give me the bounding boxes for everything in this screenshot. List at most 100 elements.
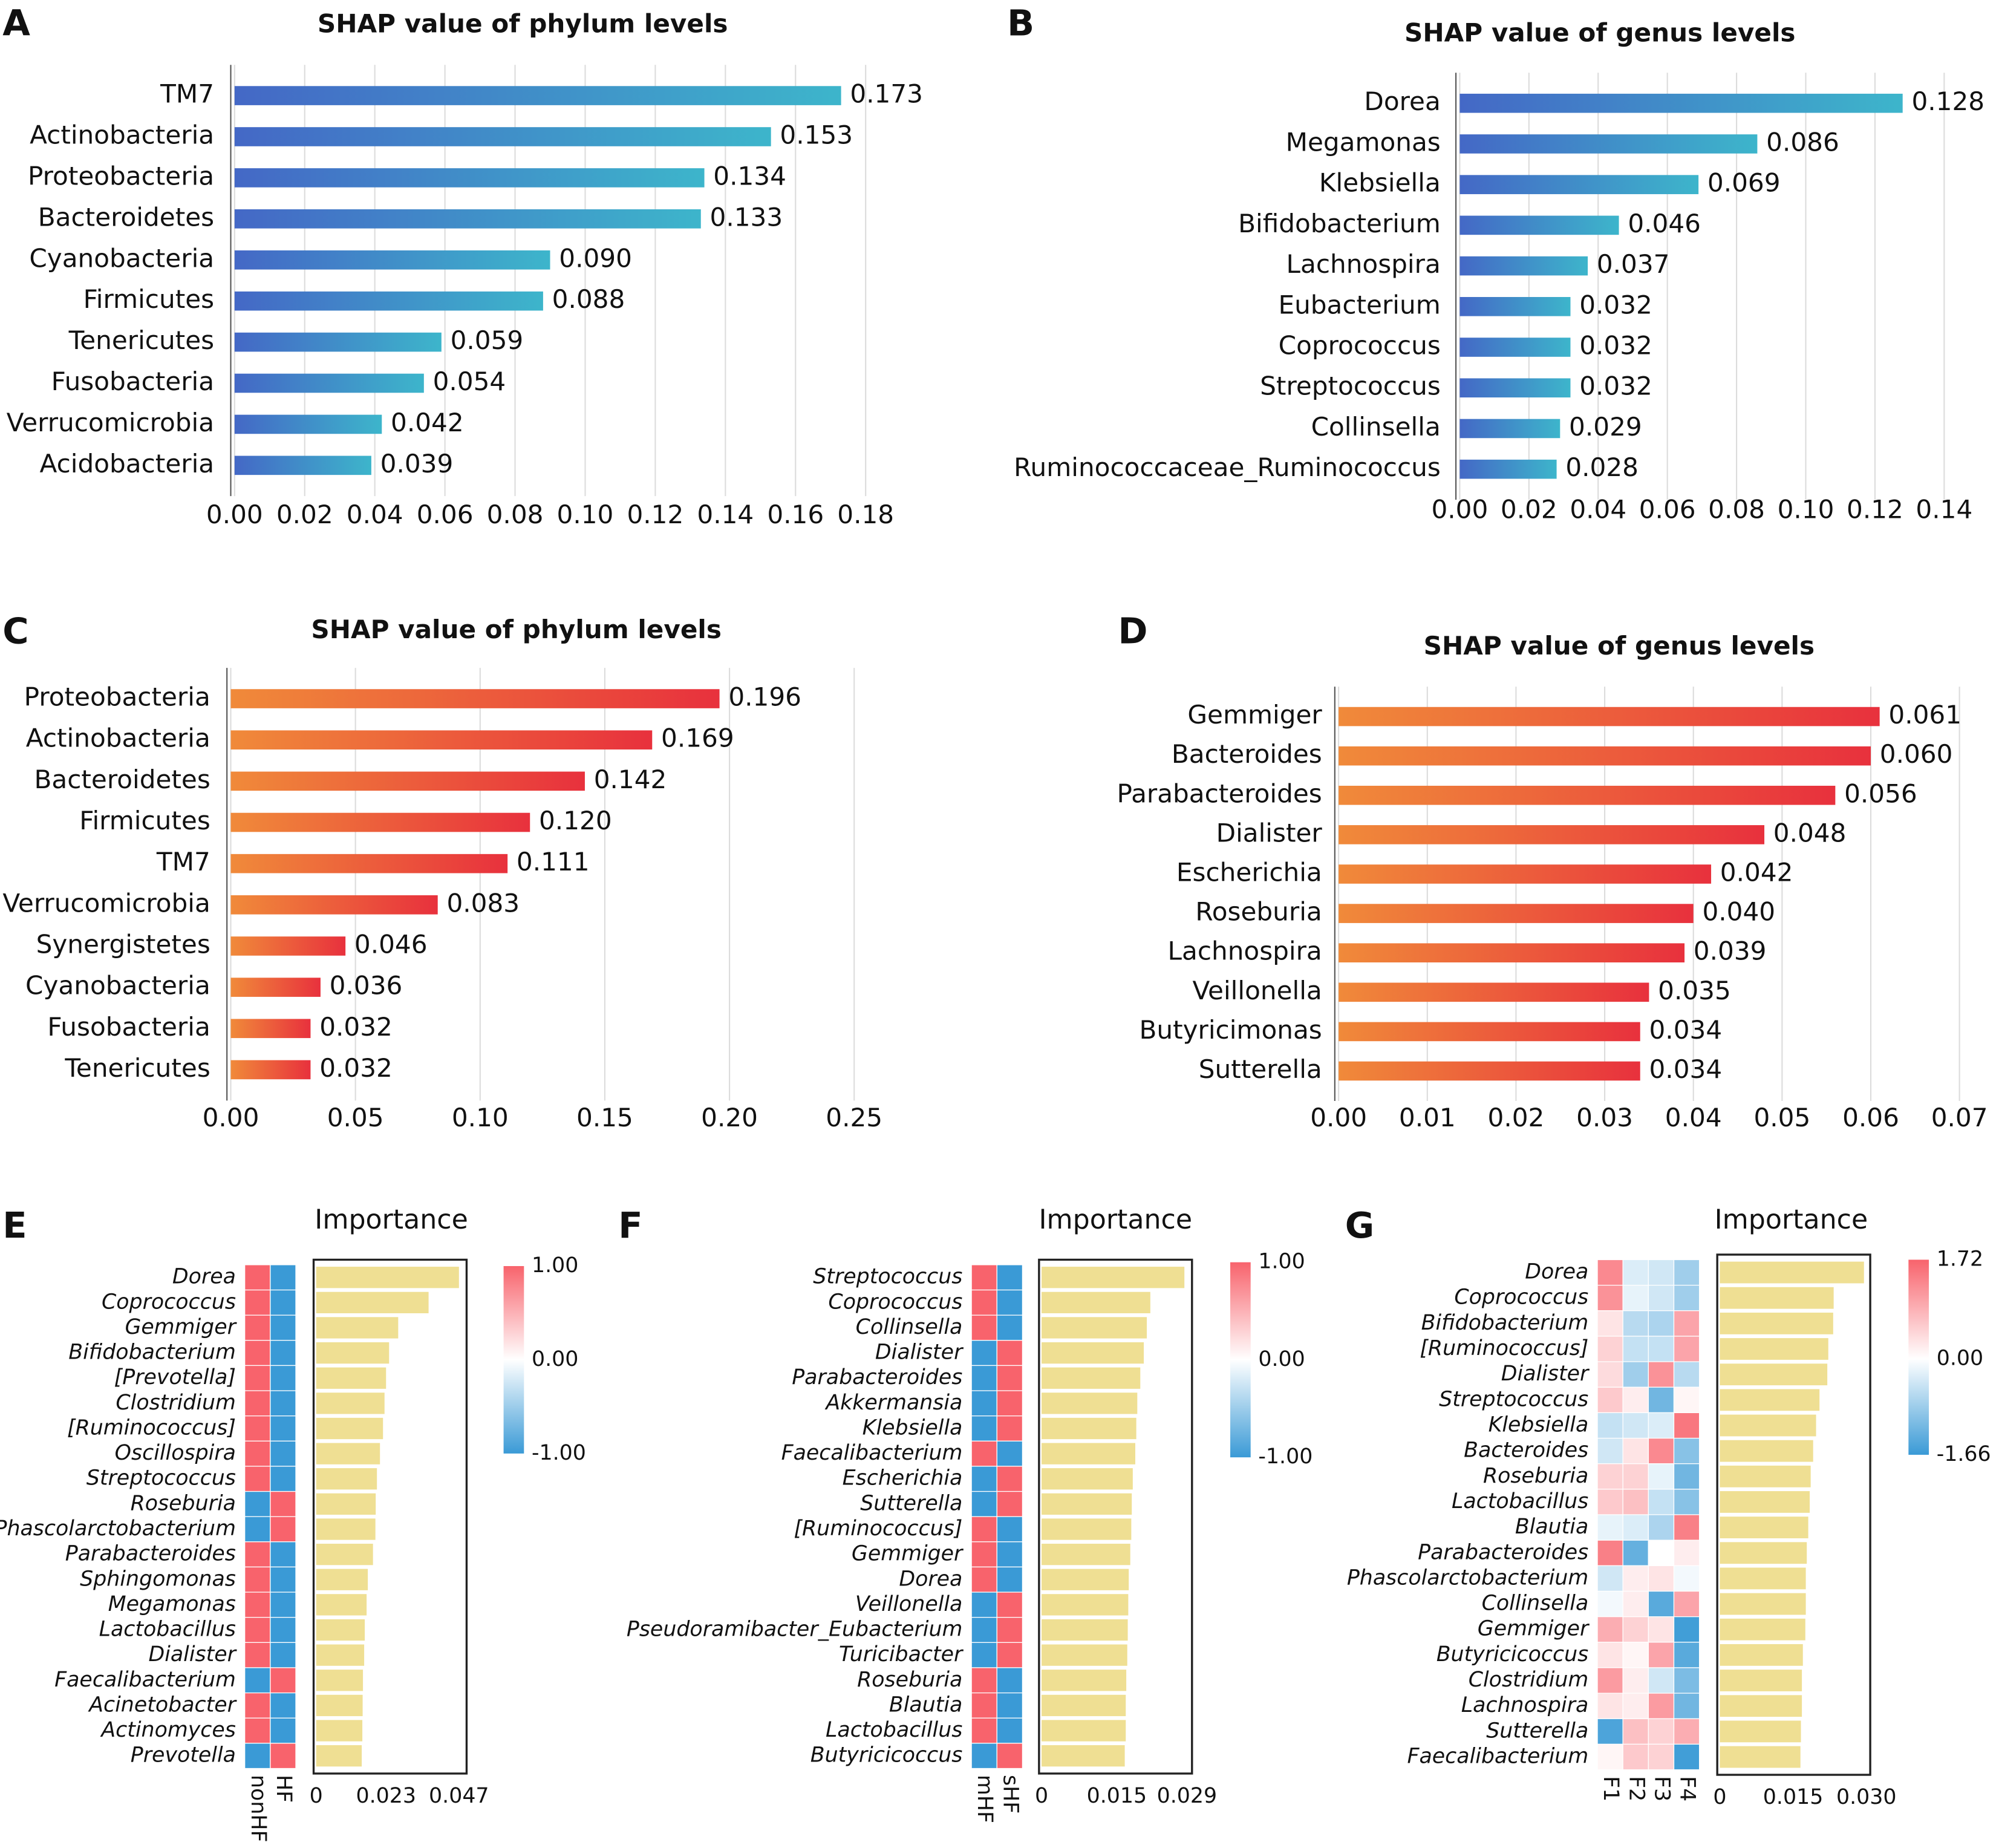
heat-cell	[1597, 1693, 1623, 1719]
column-label: HF	[272, 1775, 296, 1803]
heat-cell	[1648, 1437, 1675, 1464]
heat-cell	[1597, 1565, 1623, 1592]
row-label: Acinetobacter	[88, 1693, 237, 1717]
heat-cell	[1648, 1259, 1675, 1286]
chart-title: Importance	[1715, 1204, 1868, 1235]
bar	[1339, 825, 1765, 844]
row-label: Parabacteroides	[65, 1542, 236, 1566]
heat-cell	[1597, 1284, 1623, 1311]
heat-cell	[1673, 1642, 1700, 1668]
heat-cell	[996, 1365, 1023, 1391]
importance-bar	[1042, 1367, 1141, 1389]
importance-bar	[1042, 1619, 1128, 1641]
importance-bar	[316, 1619, 365, 1641]
row-label: Dorea	[1525, 1260, 1588, 1284]
x-tick-label: 0.12	[627, 500, 683, 529]
heat-cell	[1673, 1310, 1700, 1337]
heat-cell	[270, 1566, 296, 1593]
x-tick-label: 0.18	[837, 500, 894, 529]
bar	[234, 414, 382, 434]
row-label: Actinomyces	[100, 1718, 236, 1742]
category-label: Bacteroidetes	[38, 202, 214, 232]
category-label: Escherichia	[1176, 857, 1322, 887]
importance-bar	[316, 1670, 364, 1691]
value-label: 0.054	[433, 367, 506, 396]
category-label: Veillonella	[1192, 976, 1322, 1005]
value-label: 0.120	[539, 806, 612, 835]
bar	[234, 250, 550, 270]
bar	[230, 1019, 311, 1039]
x-tick-label: 0.023	[356, 1784, 416, 1808]
category-label: Verrucomicrobia	[2, 888, 210, 918]
heat-cell	[996, 1617, 1023, 1643]
heat-cell	[244, 1365, 271, 1391]
chart-title: Importance	[1039, 1204, 1193, 1235]
category-label: Tenericutes	[64, 1053, 210, 1083]
bar	[1459, 459, 1557, 479]
x-tick-label: 0.08	[1708, 495, 1765, 524]
x-tick-label: 0.02	[1488, 1103, 1545, 1132]
heat-cell	[244, 1440, 271, 1467]
row-label: Blautia	[889, 1693, 962, 1717]
heat-cell	[270, 1340, 296, 1366]
bar	[234, 373, 424, 393]
x-tick-label: 0.00	[1431, 495, 1488, 524]
row-label: Lachnospira	[1461, 1693, 1589, 1717]
category-label: Dialister	[1216, 818, 1323, 847]
importance-bar	[1042, 1291, 1150, 1314]
panel-label: C	[2, 610, 28, 652]
heat-cell	[971, 1541, 997, 1568]
column-label: nonHF	[246, 1775, 270, 1842]
importance-bar	[1042, 1670, 1127, 1691]
bar	[1339, 864, 1712, 884]
category-label: Lachnospira	[1286, 249, 1441, 279]
heat-cell	[1622, 1437, 1649, 1464]
x-tick-label: 0.25	[826, 1103, 882, 1132]
bar	[1459, 134, 1758, 154]
row-label: Dorea	[899, 1567, 962, 1591]
bar	[230, 771, 585, 791]
heat-cell	[1648, 1539, 1675, 1566]
importance-bar	[1720, 1746, 1801, 1768]
importance-bar	[1720, 1670, 1802, 1691]
category-label: Klebsiella	[1319, 168, 1441, 198]
column-label: F3	[1649, 1776, 1674, 1801]
importance-bar	[316, 1518, 376, 1540]
importance-bar	[316, 1342, 390, 1364]
row-label: Bacteroides	[1464, 1438, 1588, 1463]
heat-cell	[996, 1642, 1023, 1668]
colorbar-tick-label: 1.00	[532, 1253, 578, 1278]
heat-cell	[971, 1264, 997, 1291]
heat-cell	[1622, 1361, 1649, 1388]
value-label: 0.046	[354, 929, 428, 959]
bar	[1339, 785, 1836, 805]
heat-cell	[971, 1516, 997, 1543]
row-label: Sutterella	[860, 1491, 962, 1515]
value-label: 0.086	[1766, 127, 1839, 157]
x-tick-label: 0.00	[206, 500, 263, 529]
heat-cell	[1673, 1336, 1700, 1362]
importance-bar	[316, 1291, 429, 1314]
heat-cell	[270, 1440, 296, 1467]
row-label: Butyricicoccus	[1436, 1642, 1589, 1667]
bar	[230, 895, 438, 915]
heat-cell	[1597, 1667, 1623, 1694]
category-label: Bacteroidetes	[34, 765, 210, 794]
importance-bar	[1042, 1694, 1126, 1717]
heat-cell	[1673, 1667, 1700, 1694]
importance-bar	[316, 1720, 363, 1742]
bar	[1339, 746, 1871, 766]
row-label: Turicibacter	[839, 1642, 964, 1667]
x-tick-label: 0.029	[1157, 1784, 1218, 1808]
importance-bar	[1042, 1518, 1132, 1540]
value-label: 0.134	[713, 161, 786, 191]
heat-cell	[996, 1541, 1023, 1568]
row-label: Bifidobacterium	[68, 1340, 236, 1365]
importance-bar	[1720, 1363, 1828, 1386]
importance-bar	[316, 1694, 363, 1717]
importance-bar	[1042, 1393, 1138, 1414]
importance-bar	[1042, 1317, 1147, 1339]
heat-cell	[1673, 1743, 1700, 1771]
row-label: [Ruminococcus]	[1420, 1336, 1588, 1360]
